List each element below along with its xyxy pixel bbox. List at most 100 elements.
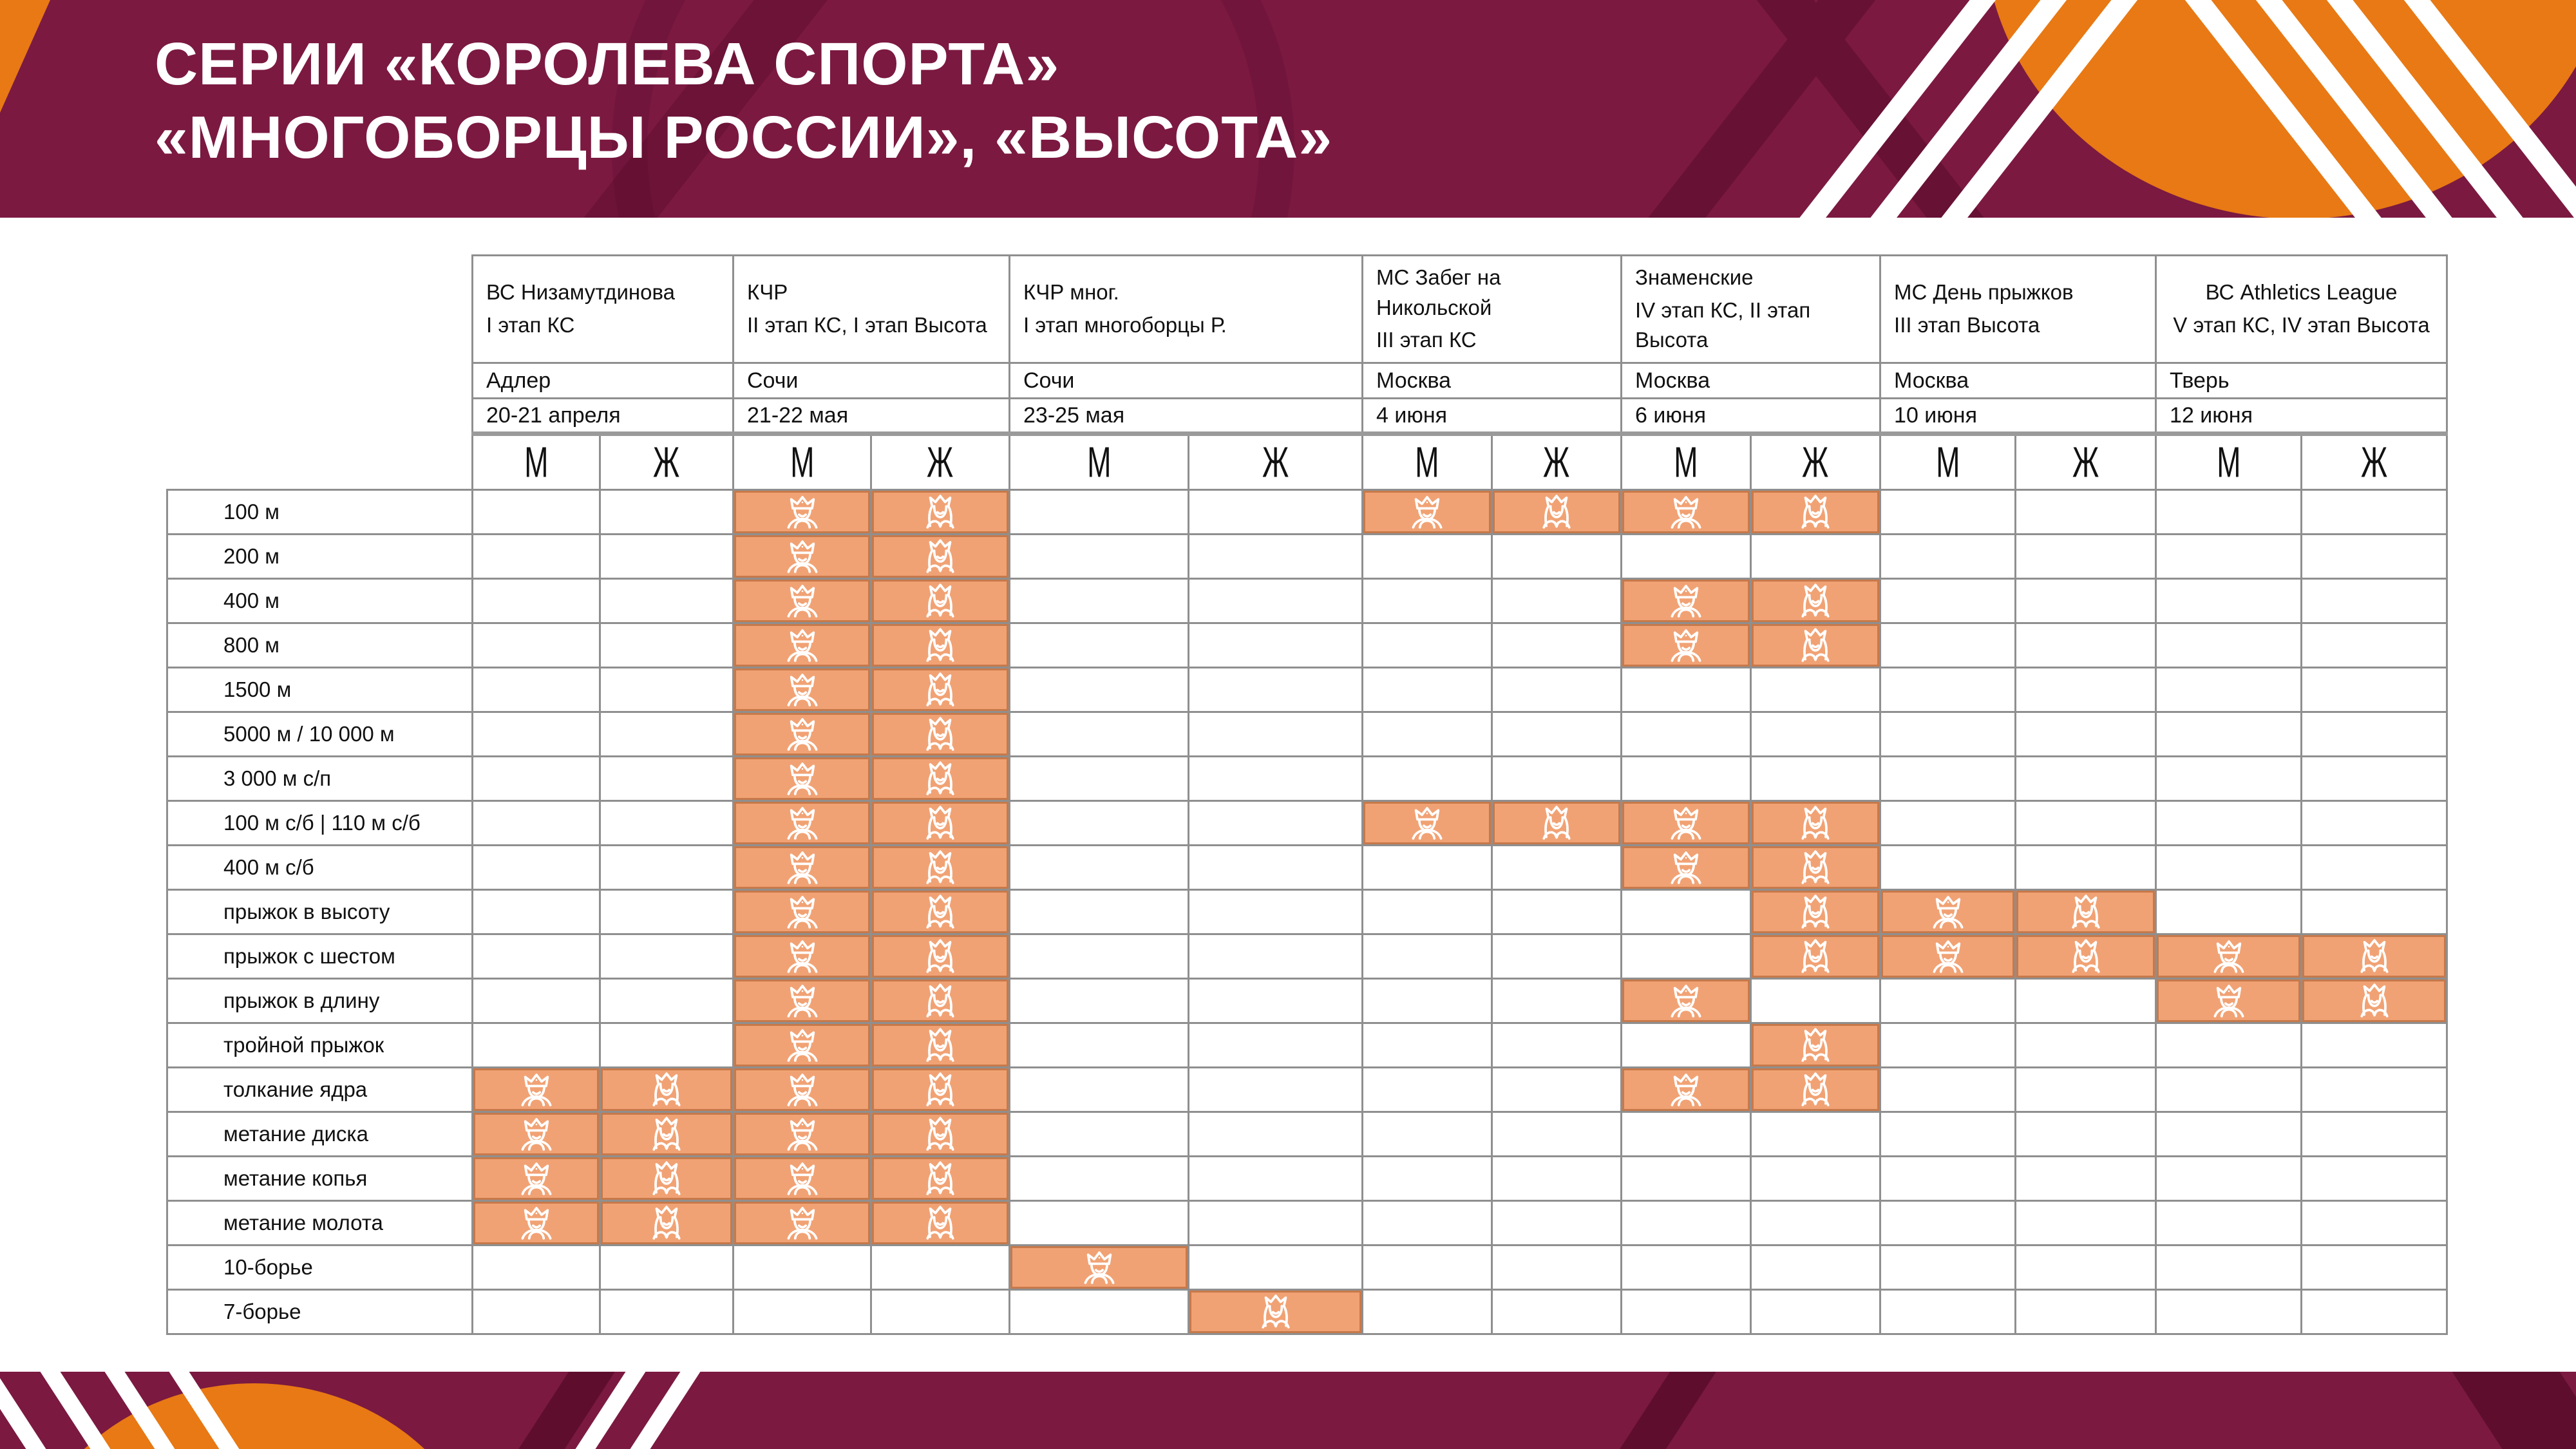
event-row: тройной прыжок xyxy=(166,1022,2448,1068)
schedule-cell xyxy=(471,1244,601,1291)
event-row: 100 м с/б | 110 м с/б xyxy=(166,800,2448,846)
competition-name: МС Забег на Никольской xyxy=(1376,265,1501,319)
dark-stripe-decor xyxy=(2412,1372,2576,1449)
schedule-cell xyxy=(870,933,1010,980)
male-letter: М xyxy=(2216,438,2241,487)
schedule-cell xyxy=(1187,1111,1364,1157)
schedule-cell xyxy=(2300,1244,2448,1291)
schedule-cell xyxy=(2300,978,2448,1024)
event-row: 5000 м / 10 000 м xyxy=(166,711,2448,757)
queen-icon xyxy=(1542,806,1571,840)
schedule-cell xyxy=(2155,533,2303,580)
schedule-cell xyxy=(471,800,601,846)
king-icon xyxy=(521,1162,551,1195)
schedule-cell xyxy=(1491,1244,1623,1291)
queen-icon xyxy=(1801,939,1830,973)
schedule-cell xyxy=(1187,1022,1364,1068)
king-icon xyxy=(787,1074,817,1106)
schedule-cell xyxy=(2014,933,2157,980)
gender-col-female: Ж xyxy=(1491,431,1623,491)
event-row: 400 м с/б xyxy=(166,844,2448,891)
competition-stage: I этап КС xyxy=(486,313,575,337)
schedule-cell xyxy=(732,1111,872,1157)
schedule-cell xyxy=(1361,1244,1493,1291)
schedule-cell xyxy=(599,1155,734,1202)
schedule-cell xyxy=(1620,489,1752,535)
schedule-cell xyxy=(2300,489,2448,535)
schedule-cell xyxy=(471,1155,601,1202)
schedule-cell xyxy=(1620,755,1752,802)
king-icon xyxy=(787,851,817,884)
queen-icon xyxy=(1801,628,1830,662)
event-row: метание копья xyxy=(166,1155,2448,1202)
schedule-cell xyxy=(1009,578,1189,624)
schedule-cell xyxy=(1009,489,1189,535)
schedule-cell xyxy=(1009,889,1189,935)
schedule-cell xyxy=(599,622,734,668)
schedule-cell xyxy=(1620,667,1752,713)
gender-col-female: Ж xyxy=(1750,431,1882,491)
event-row: 800 м xyxy=(166,622,2448,668)
schedule-cell xyxy=(599,489,734,535)
schedule-cell xyxy=(1750,800,1882,846)
queen-icon xyxy=(2360,939,2389,973)
competition-header: КЧР II этап КС, I этап Высота xyxy=(732,254,1010,364)
schedule-cell xyxy=(471,844,601,891)
schedule-cell xyxy=(599,844,734,891)
female-letter: Ж xyxy=(927,438,954,487)
schedule-cell xyxy=(1491,755,1623,802)
schedule-cell xyxy=(471,1200,601,1246)
male-letter: М xyxy=(1415,438,1439,487)
schedule-cell xyxy=(1187,622,1364,668)
bottom-banner xyxy=(0,1372,2576,1449)
schedule-cell xyxy=(1620,1111,1752,1157)
schedule-cell xyxy=(732,622,872,668)
schedule-cell xyxy=(1491,889,1623,935)
schedule-cell xyxy=(1009,844,1189,891)
schedule-cell xyxy=(1187,489,1364,535)
schedule-cell xyxy=(2155,622,2303,668)
male-letter: М xyxy=(524,438,549,487)
schedule-cell xyxy=(1187,711,1364,757)
schedule-cell xyxy=(1620,889,1752,935)
schedule-cell xyxy=(1620,978,1752,1024)
schedule-cell xyxy=(1491,1289,1623,1335)
schedule-cell xyxy=(2155,800,2303,846)
schedule-cell xyxy=(1187,978,1364,1024)
schedule-cell xyxy=(471,622,601,668)
schedule-cell xyxy=(2300,1066,2448,1113)
gender-col-female: Ж xyxy=(1187,431,1364,491)
schedule-cell xyxy=(1361,1289,1493,1335)
schedule-cell xyxy=(870,889,1010,935)
queen-icon xyxy=(1801,895,1830,929)
schedule-cell xyxy=(2300,800,2448,846)
schedule-cell xyxy=(599,1289,734,1335)
schedule-cell xyxy=(732,533,872,580)
schedule-cell xyxy=(1187,844,1364,891)
event-row: 3 000 м с/п xyxy=(166,755,2448,802)
schedule-cell xyxy=(2014,578,2157,624)
competition-header: КЧР мног. I этап многоборцы Р. xyxy=(1008,254,1364,364)
gender-col-male: М xyxy=(1009,431,1189,491)
schedule-cell xyxy=(1009,755,1189,802)
king-icon xyxy=(2213,985,2244,1018)
female-letter: Ж xyxy=(2072,438,2099,487)
schedule-cell xyxy=(1361,800,1493,846)
gender-col-male: М xyxy=(1879,431,2017,491)
event-label: 100 м с/б | 110 м с/б xyxy=(166,800,473,846)
competition-stage: III этап Высота xyxy=(1894,313,2040,337)
schedule-cell xyxy=(1491,533,1623,580)
schedule-cell xyxy=(471,1022,601,1068)
competition-city: Адлер xyxy=(471,362,734,399)
schedule-cell xyxy=(1009,1244,1189,1291)
schedule-table-wrap: ВС Низамутдинова I этап КС КЧР II этап КС, … xyxy=(166,254,2448,1335)
schedule-cell xyxy=(2300,933,2448,980)
schedule-cell xyxy=(732,489,872,535)
queen-icon xyxy=(1801,495,1830,529)
schedule-cell xyxy=(471,1066,601,1113)
table-corner-blank xyxy=(167,256,473,490)
event-label: метание диска xyxy=(166,1111,473,1157)
competition-city: Сочи xyxy=(1008,362,1364,399)
schedule-cell xyxy=(2155,1200,2303,1246)
